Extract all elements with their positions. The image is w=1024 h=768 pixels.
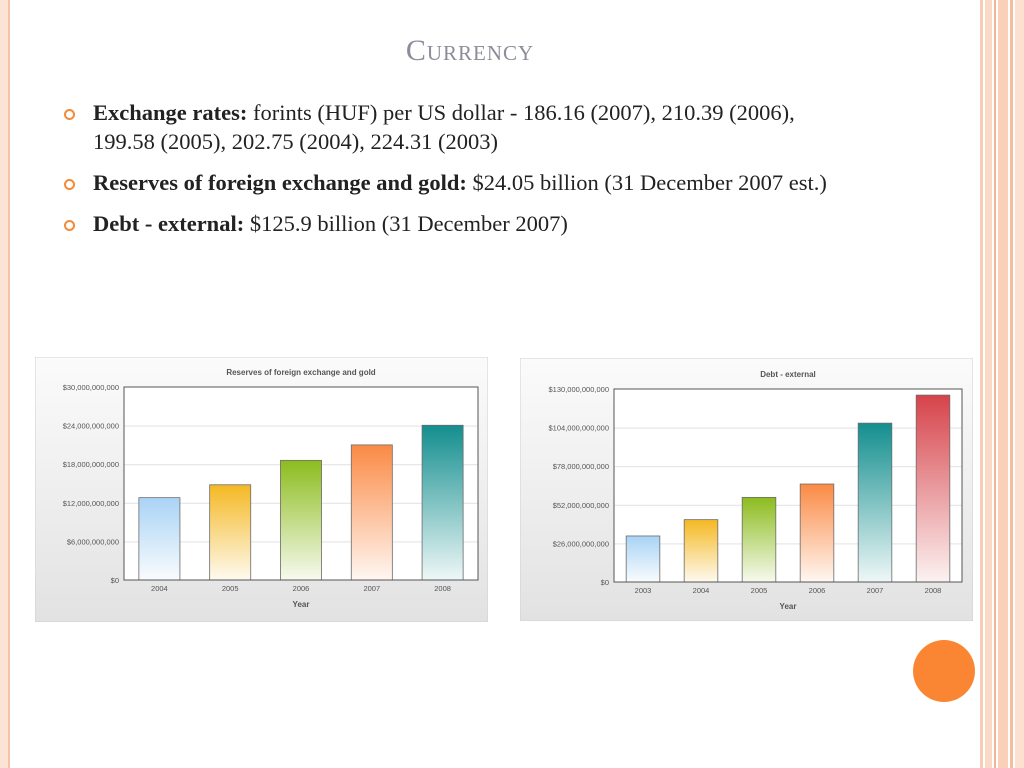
bullet-reserves: Reserves of foreign exchange and gold: $… bbox=[62, 168, 862, 197]
y-tick-label: $0 bbox=[601, 578, 609, 587]
bullet-text: $125.9 billion (31 December 2007) bbox=[244, 211, 568, 236]
gridline bbox=[614, 427, 962, 429]
bullet-circle-icon bbox=[64, 179, 75, 190]
x-tick-label: 2006 bbox=[293, 584, 310, 593]
x-tick-label: 2008 bbox=[434, 584, 451, 593]
y-tick-label: $26,000,000,000 bbox=[553, 539, 609, 548]
gridline bbox=[614, 466, 962, 468]
bar bbox=[915, 394, 951, 583]
x-tick-label: 2006 bbox=[809, 586, 826, 595]
bullet-list: Exchange rates: forints (HUF) per US dol… bbox=[62, 98, 862, 250]
bullet-label: Debt - external: bbox=[93, 211, 245, 236]
y-tick-label: $78,000,000,000 bbox=[553, 462, 609, 471]
gridline bbox=[614, 504, 962, 506]
y-tick-label: $18,000,000,000 bbox=[63, 460, 119, 469]
x-tick-label: 2005 bbox=[751, 586, 768, 595]
gridline bbox=[124, 425, 478, 427]
bar bbox=[683, 519, 719, 583]
orange-circle-decoration bbox=[913, 640, 975, 702]
bar bbox=[138, 497, 181, 581]
x-axis-title: Year bbox=[780, 602, 797, 611]
x-tick-label: 2007 bbox=[363, 584, 380, 593]
right-decorative-stripes bbox=[980, 0, 1024, 768]
y-tick-label: $0 bbox=[111, 576, 119, 585]
y-tick-label: $130,000,000,000 bbox=[549, 385, 609, 394]
bar bbox=[350, 444, 393, 581]
x-tick-label: 2008 bbox=[925, 586, 942, 595]
y-tick-label: $30,000,000,000 bbox=[63, 383, 119, 392]
x-tick-label: 2004 bbox=[151, 584, 168, 593]
bullet-label: Reserves of foreign exchange and gold: bbox=[93, 170, 467, 195]
bullet-external-debt: Debt - external: $125.9 billion (31 Dece… bbox=[62, 209, 862, 238]
gridline bbox=[614, 543, 962, 545]
external-debt-chart: Debt - external $0 $26,000,000,000 $52,000,… bbox=[520, 358, 973, 621]
plot-border bbox=[613, 388, 963, 583]
plot-area bbox=[614, 389, 962, 582]
plot-border bbox=[123, 386, 479, 581]
x-tick-label: 2004 bbox=[693, 586, 710, 595]
x-axis-title: Year bbox=[293, 600, 310, 609]
bullet-circle-icon bbox=[64, 109, 75, 120]
bullet-label: Exchange rates: bbox=[93, 100, 248, 125]
chart-title: Debt - external bbox=[760, 370, 816, 379]
bar bbox=[421, 424, 464, 581]
bar bbox=[209, 484, 252, 581]
y-tick-label: $104,000,000,000 bbox=[549, 424, 609, 433]
reserves-chart: Reserves of foreign exchange and gold $0 $… bbox=[35, 357, 488, 622]
left-decorative-stripe bbox=[0, 0, 10, 768]
bullet-circle-icon bbox=[64, 220, 75, 231]
chart-title: Reserves of foreign exchange and gold bbox=[226, 368, 375, 377]
bar bbox=[799, 483, 835, 583]
bar bbox=[857, 422, 893, 583]
bullet-exchange-rates: Exchange rates: forints (HUF) per US dol… bbox=[62, 98, 862, 156]
bullet-text: forints (HUF) per US dollar - 186.16 (20… bbox=[93, 100, 795, 154]
y-tick-label: $24,000,000,000 bbox=[63, 422, 119, 431]
external-debt-chart-svg: Debt - external $0 $26,000,000,000 $52,000,… bbox=[520, 358, 973, 621]
reserves-chart-svg: Reserves of foreign exchange and gold $0 $… bbox=[35, 357, 488, 622]
bar bbox=[741, 496, 777, 583]
x-tick-label: 2005 bbox=[222, 584, 239, 593]
bar bbox=[625, 535, 661, 583]
y-tick-label: $52,000,000,000 bbox=[553, 501, 609, 510]
slide-title: Currency bbox=[405, 34, 535, 67]
bullet-text: $24.05 billion (31 December 2007 est.) bbox=[466, 170, 827, 195]
y-tick-label: $6,000,000,000 bbox=[67, 537, 119, 546]
x-tick-label: 2003 bbox=[635, 586, 652, 595]
x-tick-label: 2007 bbox=[867, 586, 884, 595]
y-tick-label: $12,000,000,000 bbox=[63, 499, 119, 508]
bar bbox=[280, 459, 322, 581]
